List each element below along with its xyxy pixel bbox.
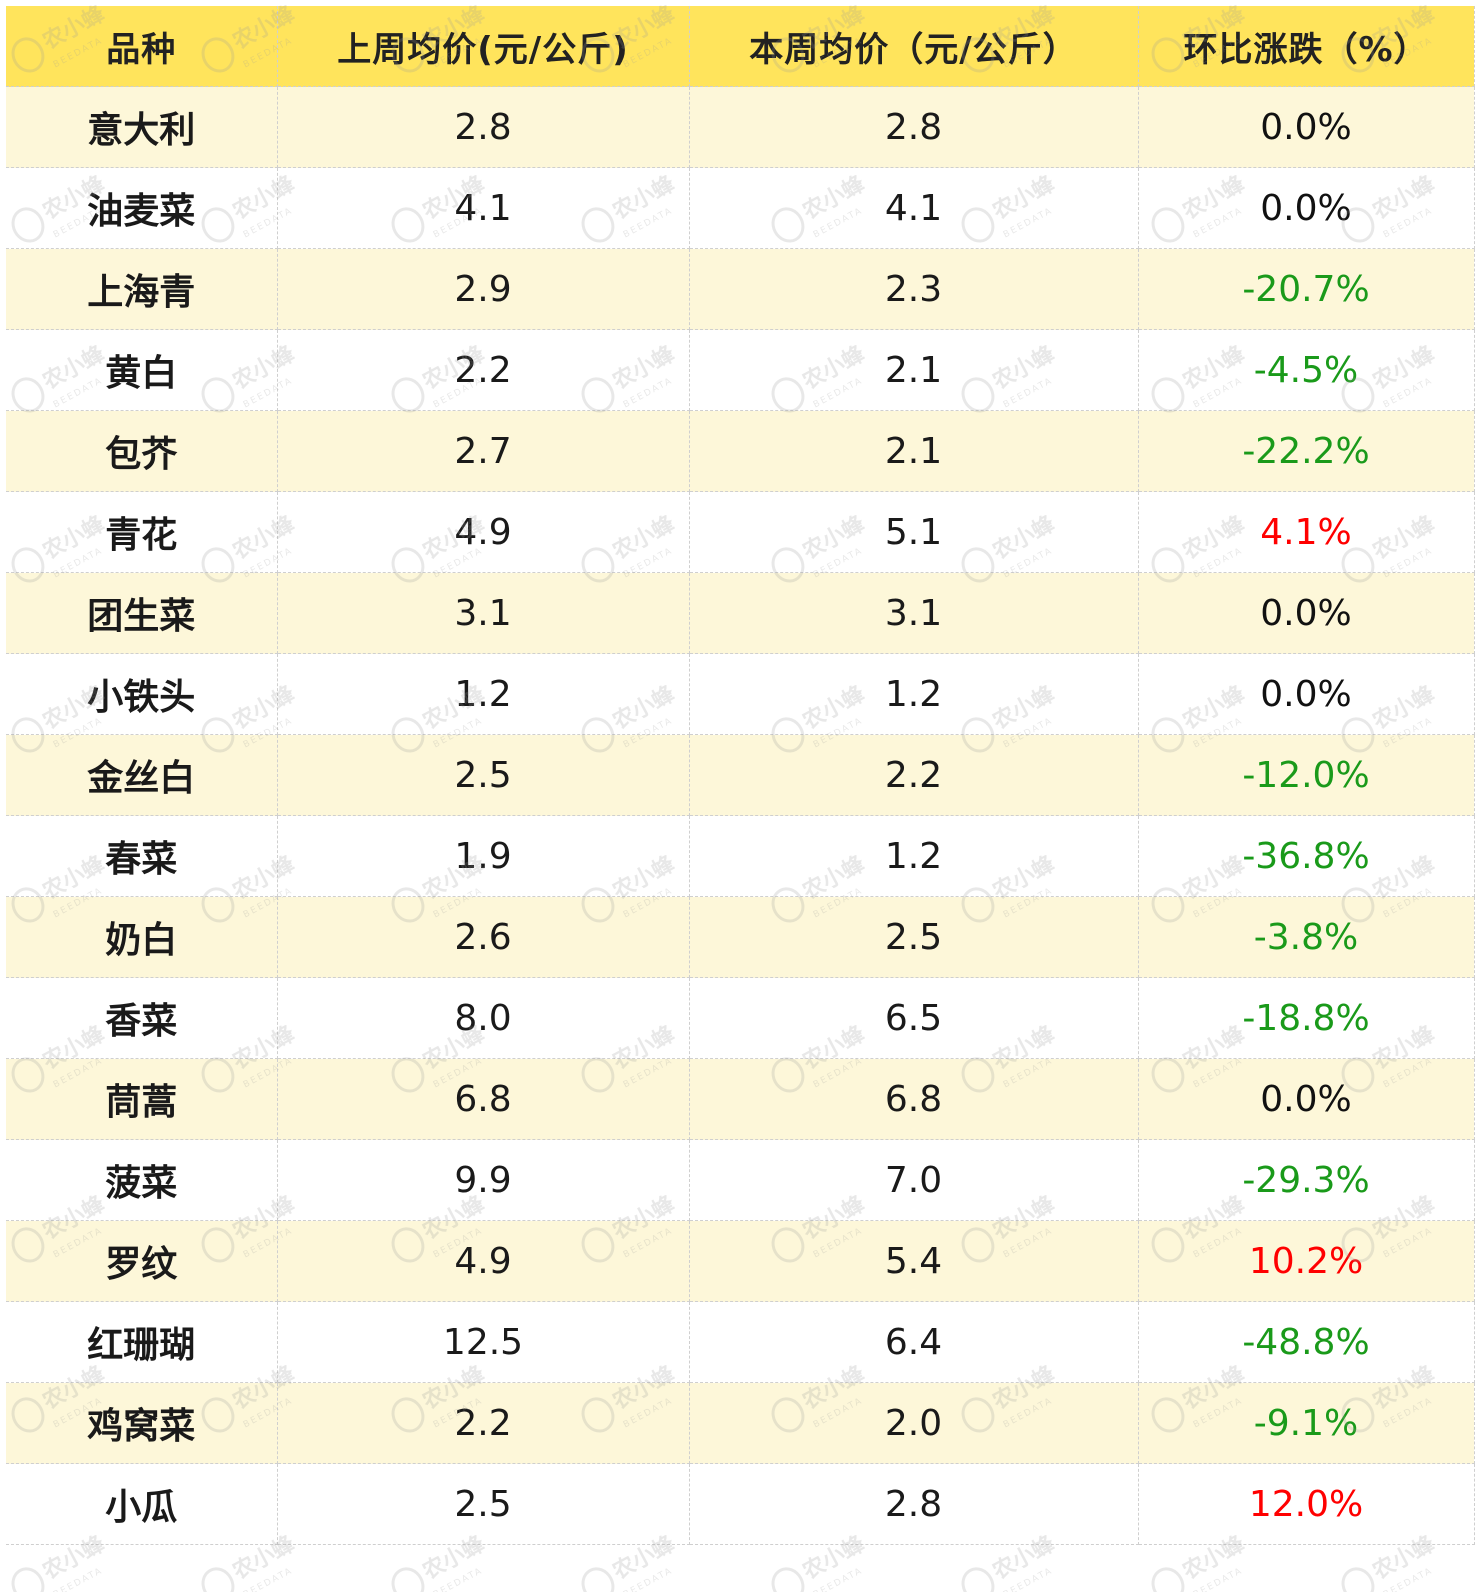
table-row: 菠菜 9.9 7.0 -29.3% (6, 1139, 1475, 1221)
last-week-price-cell: 1.2 (277, 653, 690, 735)
table-row: 红珊瑚 12.5 6.4 -48.8% (6, 1301, 1475, 1383)
table-row: 小铁头 1.2 1.2 0.0% (6, 653, 1475, 735)
variety-cell: 小瓜 (6, 1463, 278, 1545)
table-row: 金丝白 2.5 2.2 -12.0% (6, 734, 1475, 816)
last-week-price-cell: 2.9 (277, 248, 690, 330)
variety-cell: 黄白 (6, 329, 278, 411)
change-cell: 0.0% (1138, 167, 1475, 249)
table-row: 团生菜 3.1 3.1 0.0% (6, 572, 1475, 654)
table-header-row: 品种 上周均价(元/公斤) 本周均价（元/公斤） 环比涨跌（%） (6, 6, 1475, 87)
table-row: 奶白 2.6 2.5 -3.8% (6, 896, 1475, 978)
last-week-price-cell: 4.9 (277, 1220, 690, 1302)
variety-cell: 红珊瑚 (6, 1301, 278, 1383)
this-week-price-cell: 1.2 (689, 815, 1139, 897)
variety-cell: 金丝白 (6, 734, 278, 816)
change-cell: -48.8% (1138, 1301, 1475, 1383)
table-row: 春菜 1.9 1.2 -36.8% (6, 815, 1475, 897)
variety-cell: 团生菜 (6, 572, 278, 654)
last-week-price-cell: 4.9 (277, 491, 690, 573)
change-cell: -22.2% (1138, 410, 1475, 492)
price-table-container: 品种 上周均价(元/公斤) 本周均价（元/公斤） 环比涨跌（%） 意大利 2.8 2… (6, 6, 1475, 1581)
table-body: 意大利 2.8 2.8 0.0% 油麦菜 4.1 4.1 0.0% 上海青 2.9 2.3 -20.7… (6, 86, 1475, 1545)
last-week-price-cell: 1.9 (277, 815, 690, 897)
change-cell: 0.0% (1138, 86, 1475, 168)
last-week-price-cell: 9.9 (277, 1139, 690, 1221)
change-cell: -9.1% (1138, 1382, 1475, 1464)
table-row: 油麦菜 4.1 4.1 0.0% (6, 167, 1475, 249)
change-cell: -29.3% (1138, 1139, 1475, 1221)
change-cell: -18.8% (1138, 977, 1475, 1059)
variety-cell: 春菜 (6, 815, 278, 897)
variety-cell: 罗纹 (6, 1220, 278, 1302)
this-week-price-cell: 6.4 (689, 1301, 1139, 1383)
column-header-variety: 品种 (6, 6, 278, 87)
column-header-this-week-price: 本周均价（元/公斤） (689, 6, 1139, 87)
last-week-price-cell: 2.5 (277, 734, 690, 816)
table-row: 包芥 2.7 2.1 -22.2% (6, 410, 1475, 492)
this-week-price-cell: 6.5 (689, 977, 1139, 1059)
this-week-price-cell: 2.3 (689, 248, 1139, 330)
this-week-price-cell: 2.5 (689, 896, 1139, 978)
last-week-price-cell: 2.7 (277, 410, 690, 492)
last-week-price-cell: 3.1 (277, 572, 690, 654)
table-row: 罗纹 4.9 5.4 10.2% (6, 1220, 1475, 1302)
change-cell: 0.0% (1138, 572, 1475, 654)
change-cell: 0.0% (1138, 1058, 1475, 1140)
last-week-price-cell: 12.5 (277, 1301, 690, 1383)
change-cell: 0.0% (1138, 653, 1475, 735)
change-cell: -36.8% (1138, 815, 1475, 897)
this-week-price-cell: 2.0 (689, 1382, 1139, 1464)
column-header-last-week-price: 上周均价(元/公斤) (277, 6, 690, 87)
change-cell: -20.7% (1138, 248, 1475, 330)
table-row: 黄白 2.2 2.1 -4.5% (6, 329, 1475, 411)
table-row: 鸡窝菜 2.2 2.0 -9.1% (6, 1382, 1475, 1464)
last-week-price-cell: 2.6 (277, 896, 690, 978)
column-header-change: 环比涨跌（%） (1138, 6, 1475, 87)
this-week-price-cell: 3.1 (689, 572, 1139, 654)
variety-cell: 油麦菜 (6, 167, 278, 249)
variety-cell: 青花 (6, 491, 278, 573)
variety-cell: 上海青 (6, 248, 278, 330)
change-cell: 10.2% (1138, 1220, 1475, 1302)
this-week-price-cell: 2.1 (689, 329, 1139, 411)
last-week-price-cell: 8.0 (277, 977, 690, 1059)
table-row: 茼蒿 6.8 6.8 0.0% (6, 1058, 1475, 1140)
this-week-price-cell: 6.8 (689, 1058, 1139, 1140)
this-week-price-cell: 4.1 (689, 167, 1139, 249)
table-row: 青花 4.9 5.1 4.1% (6, 491, 1475, 573)
change-cell: -4.5% (1138, 329, 1475, 411)
vegetable-price-table: 品种 上周均价(元/公斤) 本周均价（元/公斤） 环比涨跌（%） 意大利 2.8 2… (6, 6, 1475, 1545)
variety-cell: 鸡窝菜 (6, 1382, 278, 1464)
this-week-price-cell: 2.8 (689, 86, 1139, 168)
variety-cell: 菠菜 (6, 1139, 278, 1221)
variety-cell: 意大利 (6, 86, 278, 168)
last-week-price-cell: 2.8 (277, 86, 690, 168)
table-row: 小瓜 2.5 2.8 12.0% (6, 1463, 1475, 1545)
table-row: 意大利 2.8 2.8 0.0% (6, 86, 1475, 168)
change-cell: 12.0% (1138, 1463, 1475, 1545)
this-week-price-cell: 2.1 (689, 410, 1139, 492)
this-week-price-cell: 2.2 (689, 734, 1139, 816)
variety-cell: 小铁头 (6, 653, 278, 735)
last-week-price-cell: 4.1 (277, 167, 690, 249)
table-row: 香菜 8.0 6.5 -18.8% (6, 977, 1475, 1059)
last-week-price-cell: 2.2 (277, 329, 690, 411)
variety-cell: 香菜 (6, 977, 278, 1059)
variety-cell: 包芥 (6, 410, 278, 492)
last-week-price-cell: 2.5 (277, 1463, 690, 1545)
variety-cell: 奶白 (6, 896, 278, 978)
last-week-price-cell: 6.8 (277, 1058, 690, 1140)
variety-cell: 茼蒿 (6, 1058, 278, 1140)
change-cell: -3.8% (1138, 896, 1475, 978)
last-week-price-cell: 2.2 (277, 1382, 690, 1464)
change-cell: 4.1% (1138, 491, 1475, 573)
this-week-price-cell: 5.4 (689, 1220, 1139, 1302)
change-cell: -12.0% (1138, 734, 1475, 816)
table-row: 上海青 2.9 2.3 -20.7% (6, 248, 1475, 330)
this-week-price-cell: 2.8 (689, 1463, 1139, 1545)
this-week-price-cell: 1.2 (689, 653, 1139, 735)
this-week-price-cell: 5.1 (689, 491, 1139, 573)
this-week-price-cell: 7.0 (689, 1139, 1139, 1221)
